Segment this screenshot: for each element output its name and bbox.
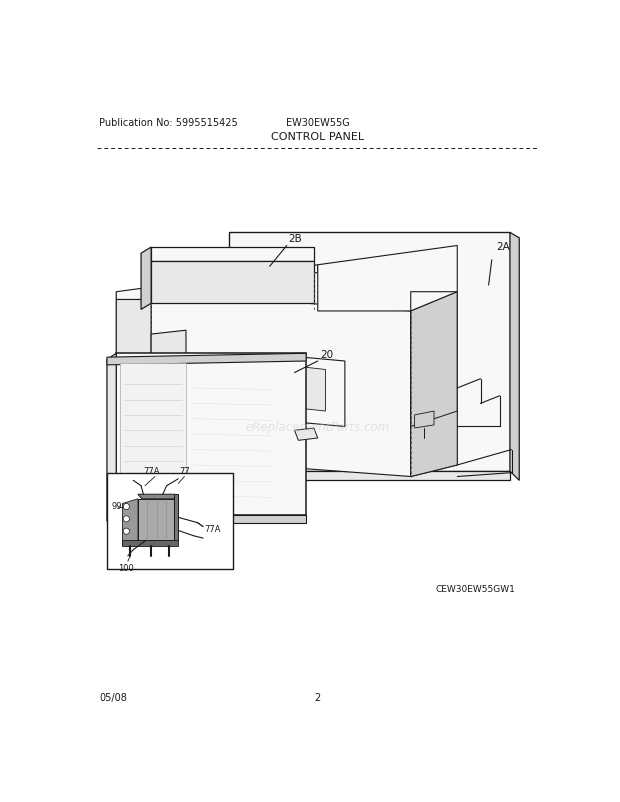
- Polygon shape: [117, 293, 151, 488]
- Polygon shape: [317, 246, 458, 311]
- Polygon shape: [151, 293, 410, 477]
- Polygon shape: [107, 354, 306, 366]
- Polygon shape: [151, 330, 186, 454]
- Polygon shape: [270, 364, 326, 411]
- Text: 2: 2: [314, 692, 321, 703]
- Text: eReplacementParts.com: eReplacementParts.com: [246, 420, 390, 433]
- Polygon shape: [138, 495, 179, 499]
- Text: 77A: 77A: [204, 524, 220, 533]
- Polygon shape: [117, 265, 317, 300]
- Text: CONTROL PANEL: CONTROL PANEL: [271, 132, 365, 142]
- Text: EW30EW55G: EW30EW55G: [286, 118, 350, 128]
- Polygon shape: [510, 233, 520, 480]
- Polygon shape: [273, 373, 291, 395]
- Text: 19: 19: [206, 554, 219, 564]
- Polygon shape: [229, 472, 510, 480]
- Text: 77A: 77A: [143, 467, 159, 476]
- Text: 100: 100: [118, 563, 133, 572]
- Polygon shape: [138, 499, 174, 541]
- Text: 2B: 2B: [288, 234, 302, 244]
- Text: CEW30EW55GW1: CEW30EW55GW1: [435, 585, 515, 593]
- Polygon shape: [117, 354, 306, 516]
- Text: 99: 99: [112, 501, 122, 511]
- Circle shape: [123, 529, 130, 535]
- Text: 77: 77: [179, 467, 190, 476]
- Polygon shape: [123, 499, 138, 545]
- Polygon shape: [123, 541, 179, 546]
- Text: 20: 20: [320, 349, 333, 359]
- Polygon shape: [229, 233, 510, 472]
- Polygon shape: [410, 411, 458, 477]
- Polygon shape: [415, 411, 434, 428]
- Polygon shape: [117, 293, 151, 300]
- Polygon shape: [141, 248, 151, 310]
- Text: 2A: 2A: [496, 241, 510, 252]
- Polygon shape: [107, 516, 306, 523]
- Polygon shape: [410, 293, 458, 477]
- Polygon shape: [120, 364, 186, 512]
- Text: Publication No: 5995515425: Publication No: 5995515425: [99, 118, 238, 128]
- Polygon shape: [107, 473, 232, 569]
- Polygon shape: [107, 354, 117, 521]
- Polygon shape: [260, 354, 345, 427]
- Polygon shape: [151, 248, 314, 261]
- Circle shape: [123, 516, 130, 522]
- Polygon shape: [151, 261, 314, 304]
- Polygon shape: [294, 428, 317, 441]
- Text: 05/08: 05/08: [99, 692, 127, 703]
- Polygon shape: [174, 495, 179, 541]
- Circle shape: [123, 504, 130, 510]
